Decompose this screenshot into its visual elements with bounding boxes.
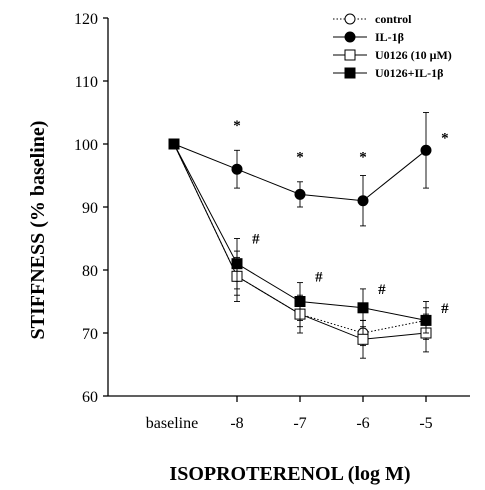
legend-marker xyxy=(344,67,356,79)
x-tick-label: -7 xyxy=(293,415,306,432)
legend: control IL-1β U0126 (10 μM) U0126+IL-1β xyxy=(333,12,452,80)
series-1 xyxy=(168,112,432,227)
x-axis-label: ISOPROTERENOL (log M) xyxy=(169,463,410,485)
y-tick-label: 60 xyxy=(82,389,98,406)
series-3 xyxy=(168,138,432,334)
legend-label: U0126 (10 μM) xyxy=(375,48,452,62)
data-point xyxy=(294,188,306,200)
series-group xyxy=(168,112,432,359)
y-tick-label: 100 xyxy=(74,137,98,154)
y-tick-label: 120 xyxy=(74,11,98,28)
legend-label: IL-1β xyxy=(375,30,404,44)
data-point xyxy=(168,138,180,150)
data-point xyxy=(357,333,369,345)
x-tick-label: -8 xyxy=(230,415,243,432)
data-point xyxy=(357,195,369,207)
data-point xyxy=(231,258,243,270)
significance-mark: * xyxy=(441,131,449,147)
significance-mark: # xyxy=(315,269,323,285)
y-ticks: 60 70 80 90 100 110 120 xyxy=(74,11,108,406)
x-ticks: baseline -8 -7 -6 -5 xyxy=(146,396,433,432)
y-axis-label: STIFFNESS (% baseline) xyxy=(27,121,49,340)
annotations: * * * * # # # # xyxy=(233,118,449,317)
significance-mark: # xyxy=(441,301,449,317)
data-point xyxy=(231,163,243,175)
legend-marker xyxy=(344,31,356,43)
significance-mark: # xyxy=(252,232,260,248)
series-2 xyxy=(168,138,432,359)
significance-mark: * xyxy=(233,118,241,134)
significance-mark: * xyxy=(359,150,367,166)
legend-label: U0126+IL-1β xyxy=(375,66,444,80)
significance-mark: # xyxy=(378,282,386,298)
data-point xyxy=(420,314,432,326)
y-tick-label: 110 xyxy=(75,74,98,91)
data-point xyxy=(420,144,432,156)
y-tick-label: 80 xyxy=(82,263,98,280)
legend-marker xyxy=(344,49,356,61)
x-tick-label: baseline xyxy=(146,415,198,432)
x-tick-label: -6 xyxy=(356,415,369,432)
legend-marker xyxy=(344,13,356,25)
significance-mark: * xyxy=(296,150,304,166)
x-tick-label: -5 xyxy=(419,415,432,432)
y-tick-label: 90 xyxy=(82,200,98,217)
data-point xyxy=(357,302,369,314)
legend-label: control xyxy=(375,12,412,26)
data-point xyxy=(294,296,306,307)
y-tick-label: 70 xyxy=(82,326,98,343)
